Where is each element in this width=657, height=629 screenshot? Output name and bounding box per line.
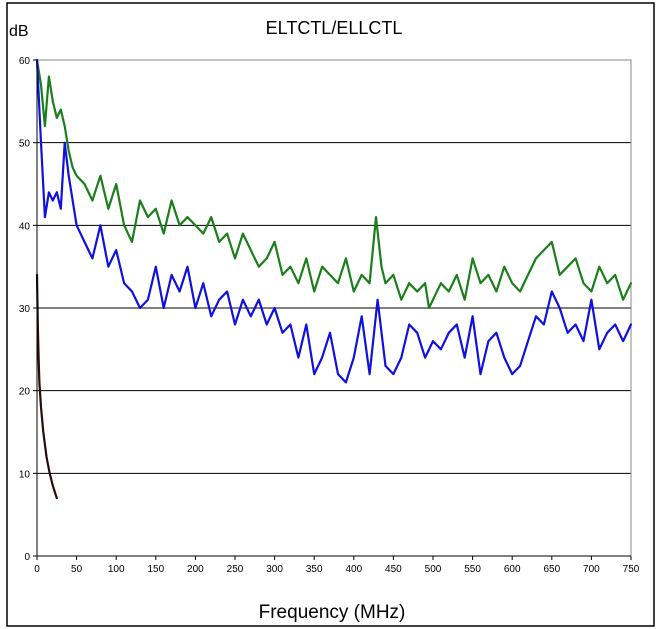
x-tick-label: 350	[306, 564, 323, 575]
x-tick-label: 500	[425, 564, 442, 575]
y-tick-label: 20	[19, 387, 31, 398]
x-tick-label: 450	[385, 564, 402, 575]
y-tick-label: 60	[19, 56, 31, 67]
series-line-3	[35, 273, 58, 500]
x-tick-label: 200	[187, 564, 204, 575]
x-tick-label: 400	[345, 564, 362, 575]
x-tick-label: 700	[583, 564, 600, 575]
series-line-2	[35, 58, 633, 384]
y-unit-label: dB	[9, 23, 29, 40]
y-tick-label: 0	[24, 552, 30, 563]
y-tick-label: 10	[19, 469, 31, 480]
x-tick-label: 0	[34, 564, 40, 575]
x-tick-label: 150	[147, 564, 164, 575]
series-line-1	[35, 58, 633, 310]
x-tick-label: 250	[227, 564, 244, 575]
x-tick-label: 50	[71, 564, 83, 575]
x-axis-ticks: 0 50 100 150 200 250 300 350 400 450 500 550 600 650 7…	[34, 556, 640, 575]
x-tick-label: 750	[623, 564, 640, 575]
x-tick-label: 100	[108, 564, 125, 575]
x-tick-label: 300	[266, 564, 283, 575]
y-tick-label: 30	[19, 304, 31, 315]
x-tick-label: 650	[543, 564, 560, 575]
y-tick-label: 40	[19, 221, 31, 232]
y-tick-label: 50	[19, 139, 31, 150]
chart-border	[6, 2, 655, 627]
data-series	[35, 58, 633, 500]
x-tick-label: 550	[464, 564, 481, 575]
chart-title: ELTCTL/ELLCTL	[266, 18, 403, 38]
x-axis-label: Frequency (MHz)	[259, 602, 406, 623]
y-axis-ticks: 0 10 20 30 40 50 60	[19, 56, 37, 563]
x-tick-label: 600	[504, 564, 521, 575]
